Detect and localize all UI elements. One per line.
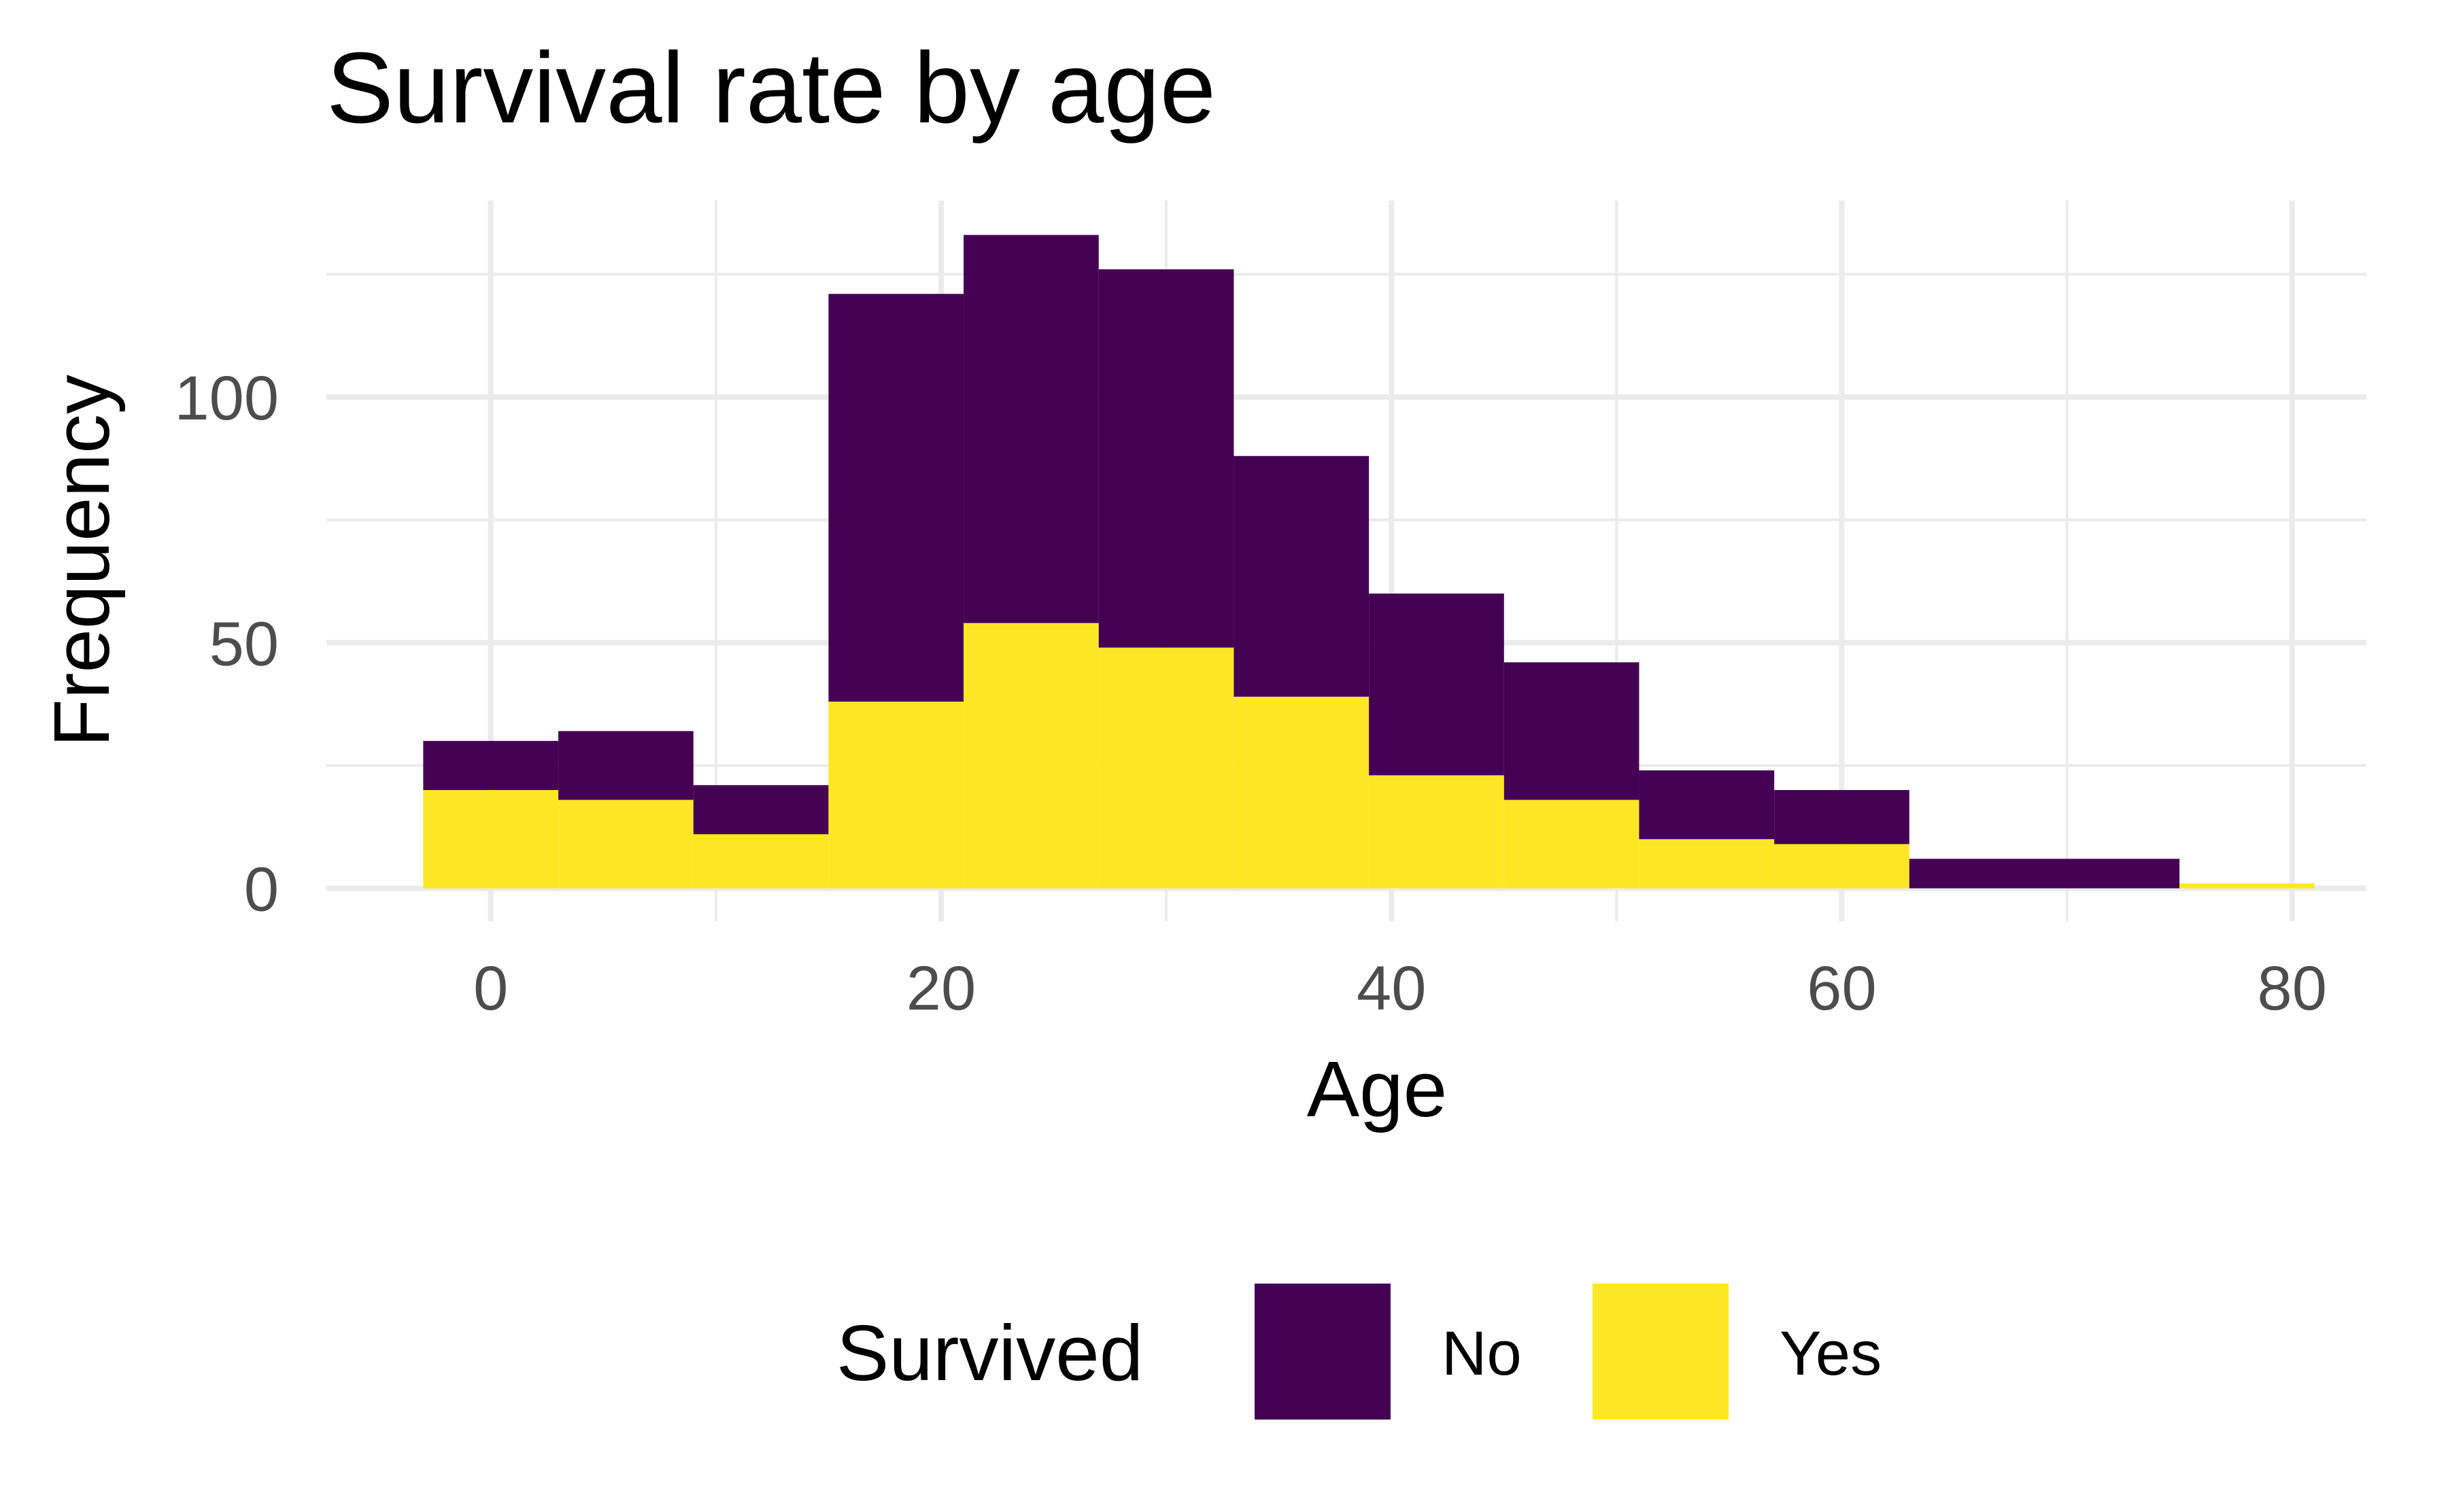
bar-no (1369, 594, 1504, 776)
bar-yes (558, 800, 694, 889)
bar-no (1503, 662, 1639, 800)
bar-yes (964, 623, 1099, 889)
x-tick-label: 40 (1357, 954, 1426, 1023)
y-tick-label: 100 (175, 364, 279, 433)
y-tick-label: 50 (209, 609, 279, 678)
bar-no (423, 740, 559, 791)
bar-no (964, 235, 1099, 623)
bar-no (1774, 790, 1909, 844)
x-axis-title: Age (1307, 1045, 1447, 1133)
bar-yes (693, 834, 829, 889)
legend-title: Survived (836, 1309, 1143, 1397)
y-tick-label: 0 (244, 855, 279, 925)
bar-no (558, 731, 694, 800)
legend-key-yes (1593, 1284, 1729, 1420)
x-axis-ticks: 0 20 40 60 80 (473, 954, 2327, 1023)
y-axis-ticks: 0 50 100 (175, 364, 279, 925)
legend-label-no: No (1442, 1319, 1522, 1388)
bar-no (1639, 770, 1775, 840)
chart-title: Survival rate by age (326, 32, 1216, 144)
bar-yes (423, 790, 559, 889)
bar-no (2044, 859, 2180, 889)
bar-yes (1098, 647, 1234, 889)
x-tick-label: 80 (2258, 954, 2327, 1023)
bar-yes (1503, 800, 1639, 889)
legend-key-no (1255, 1284, 1391, 1420)
bars (423, 235, 2315, 889)
bar-yes (1639, 839, 1775, 889)
bar-no (1098, 269, 1234, 648)
legend-label-yes: Yes (1780, 1319, 1882, 1388)
bar-yes (2179, 883, 2315, 889)
bar-yes (1234, 696, 1370, 889)
x-tick-label: 0 (473, 954, 508, 1023)
y-axis-title: Frequency (37, 375, 126, 747)
bar-yes (1774, 844, 1909, 889)
bar-no (1909, 859, 2045, 889)
x-tick-label: 60 (1807, 954, 1876, 1023)
x-tick-label: 20 (906, 954, 976, 1023)
bar-no (693, 785, 829, 835)
bar-no (828, 294, 964, 702)
legend: Survived No Yes (836, 1284, 1882, 1420)
bar-yes (828, 702, 964, 889)
bar-yes (1369, 775, 1504, 889)
bar-no (1234, 456, 1370, 697)
